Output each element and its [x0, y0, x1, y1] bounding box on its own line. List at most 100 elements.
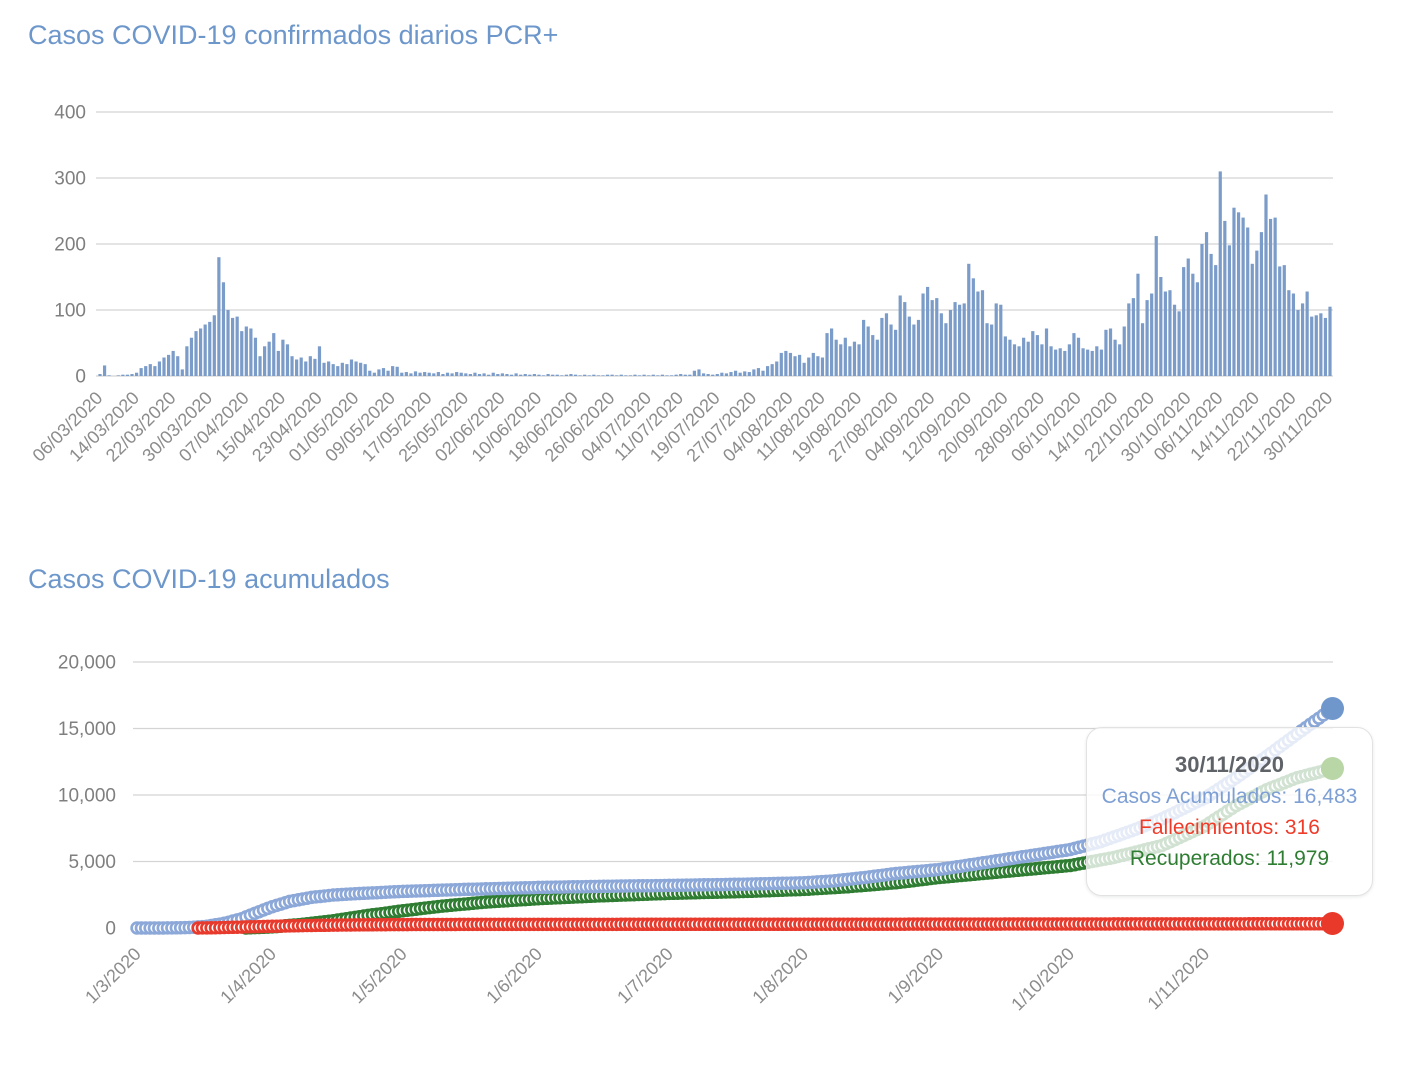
bar: [1282, 265, 1286, 376]
bar: [820, 357, 825, 376]
x-axis-labels: 1/3/2020 1/4/2020 1/5/2020 1/6/2020 1/7/2020…: [81, 944, 1213, 1015]
bar: [1218, 171, 1222, 376]
bar: [898, 295, 902, 376]
cumulative-cases-chart-area: 0 5,000 10,000 15,000 20,000 1/3/2020 1/4/2020…: [0, 545, 1408, 1070]
bar: [368, 370, 372, 376]
bar: [189, 337, 194, 376]
bar: [116, 375, 120, 376]
bar: [761, 370, 765, 376]
svg-text:400: 400: [54, 103, 86, 124]
svg-text:300: 300: [54, 169, 86, 190]
bar: [1246, 227, 1250, 376]
bar: [509, 374, 514, 376]
bar: [1323, 317, 1328, 376]
bar: [139, 368, 143, 376]
bar: [953, 302, 957, 376]
bar: [505, 374, 509, 376]
bar: [587, 375, 591, 376]
bar: [226, 310, 230, 376]
series-fallecimientos: [191, 917, 1339, 935]
x-axis-labels: 06/03/202014/03/202022/03/202030/03/2020…: [29, 388, 1337, 466]
bar: [1017, 346, 1021, 376]
bar: [130, 374, 134, 376]
bar: [354, 361, 358, 376]
bar: [1264, 194, 1268, 376]
bar: [747, 372, 751, 376]
bar: [258, 356, 262, 376]
bar: [1163, 291, 1167, 376]
daily-cases-bars[interactable]: [98, 171, 1332, 376]
bar: [217, 257, 221, 376]
bar: [1104, 329, 1108, 376]
y-axis-labels: 0 5,000 10,000 15,000 20,000: [58, 653, 116, 940]
bar: [852, 341, 857, 376]
bar: [203, 324, 207, 376]
bar: [1140, 323, 1145, 376]
bar: [1328, 306, 1332, 376]
bar: [391, 366, 395, 376]
bar: [615, 375, 619, 376]
bar: [784, 350, 788, 376]
bar: [290, 356, 294, 376]
tooltip-line-recuperados: Recuperados: 11,979: [1129, 847, 1330, 870]
bar: [1081, 348, 1085, 376]
bar: [1300, 303, 1305, 376]
svg-text:0: 0: [75, 367, 86, 388]
bar: [564, 374, 568, 376]
bar: [418, 372, 422, 376]
bar: [1113, 339, 1117, 376]
bar: [1287, 290, 1291, 376]
bar: [679, 374, 683, 376]
svg-text:200: 200: [54, 235, 86, 256]
bar: [674, 374, 678, 376]
bar: [857, 344, 861, 376]
bar: [212, 315, 216, 376]
bar: [514, 373, 518, 376]
bar: [208, 321, 212, 376]
bar: [377, 369, 381, 376]
bar: [797, 354, 802, 376]
bar: [263, 346, 267, 376]
bar: [583, 374, 587, 376]
bar: [976, 291, 980, 376]
bar: [1076, 337, 1081, 376]
bar: [596, 375, 600, 376]
bar: [770, 364, 774, 376]
bar: [121, 374, 125, 376]
bar: [1026, 341, 1030, 376]
bar: [756, 368, 761, 376]
bar: [793, 356, 797, 376]
svg-text:1/8/2020: 1/8/2020: [748, 944, 812, 1008]
bar: [907, 316, 911, 376]
svg-text:1/4/2020: 1/4/2020: [216, 944, 280, 1008]
bar: [1022, 337, 1026, 376]
svg-text:0: 0: [105, 919, 116, 940]
bar: [985, 323, 989, 376]
bar: [295, 359, 299, 376]
bar: [802, 362, 806, 376]
bar: [1278, 266, 1282, 376]
bar: [473, 372, 477, 376]
bar: [322, 362, 326, 376]
bar: [843, 337, 847, 376]
cumulative-cases-chart[interactable]: 0 5,000 10,000 15,000 20,000 1/3/2020 1/4/2020…: [0, 545, 1408, 1070]
bar: [372, 372, 376, 376]
bar: [811, 352, 815, 376]
bar: [862, 319, 866, 376]
bar: [1067, 344, 1071, 376]
bar: [1072, 333, 1076, 376]
bar: [336, 366, 340, 376]
bar: [669, 375, 674, 376]
bar: [1296, 310, 1300, 376]
daily-cases-chart[interactable]: 0 100 200 300 400 06/03/202014/03/202022/03/2…: [0, 0, 1408, 545]
bar: [1259, 232, 1264, 376]
bar: [830, 328, 834, 376]
bar: [381, 368, 386, 376]
bar: [395, 366, 399, 376]
y-axis-labels: 0 100 200 300 400: [54, 103, 86, 388]
bar: [825, 333, 829, 376]
bar: [999, 304, 1003, 376]
bar: [240, 331, 244, 376]
bar: [1314, 315, 1318, 376]
bar: [1182, 267, 1186, 376]
